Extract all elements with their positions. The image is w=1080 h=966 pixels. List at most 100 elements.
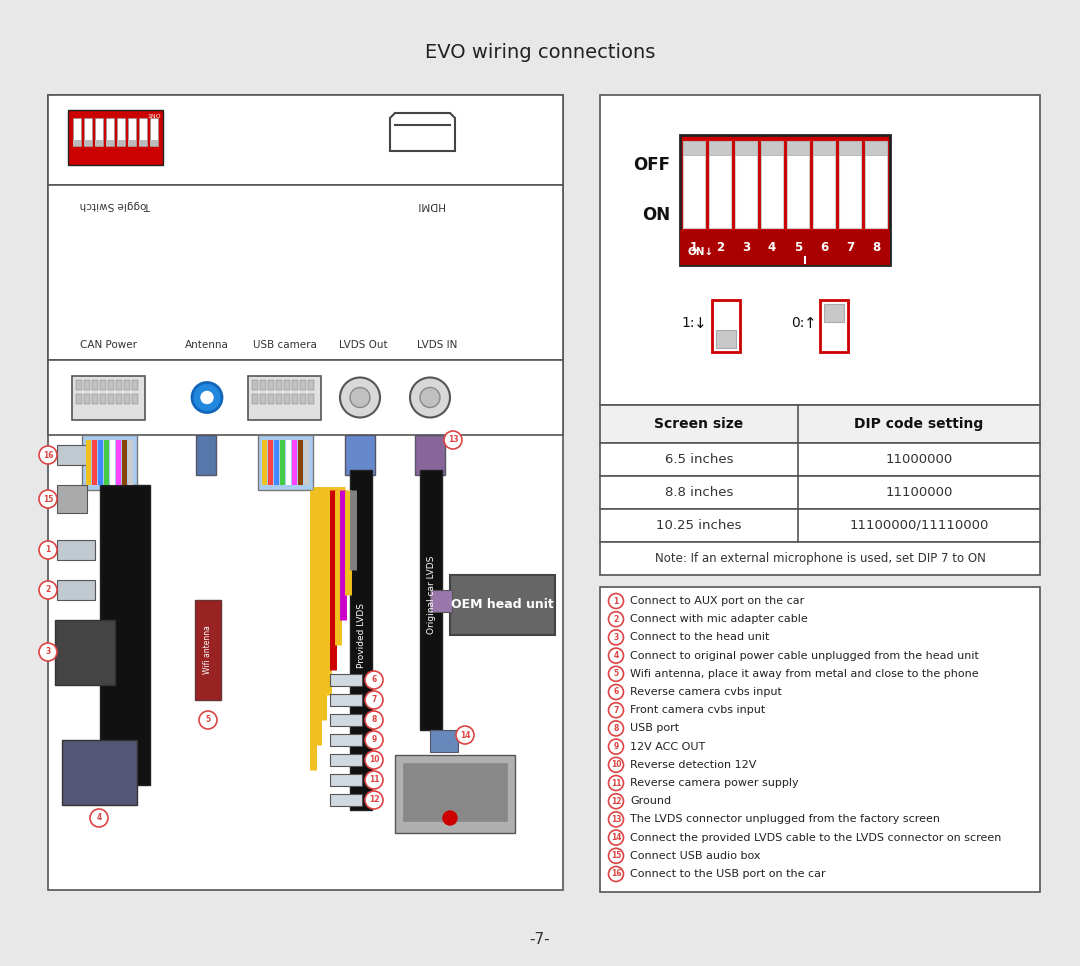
Text: ON↓: ON↓: [688, 247, 714, 257]
Bar: [92, 440, 97, 485]
Circle shape: [608, 811, 623, 827]
Bar: [139, 140, 147, 146]
Text: Connect to the USB port on the car: Connect to the USB port on the car: [630, 869, 825, 879]
Bar: [76, 380, 82, 389]
Bar: [276, 393, 282, 404]
Bar: [292, 393, 298, 404]
Bar: [600, 95, 1040, 405]
Bar: [110, 440, 114, 485]
Text: Provided LVDS: Provided LVDS: [356, 603, 365, 668]
Bar: [274, 440, 279, 485]
Circle shape: [444, 431, 462, 449]
Bar: [252, 380, 258, 389]
Bar: [84, 380, 90, 389]
Text: 14: 14: [460, 730, 470, 740]
Circle shape: [365, 671, 383, 689]
Bar: [57, 445, 87, 465]
Bar: [284, 393, 291, 404]
Text: Antenna: Antenna: [185, 340, 229, 350]
Circle shape: [350, 387, 370, 408]
Text: 11: 11: [611, 779, 621, 787]
Text: 7: 7: [846, 241, 854, 254]
Text: 6: 6: [820, 241, 828, 254]
Text: OEM head unit: OEM head unit: [451, 599, 554, 611]
Bar: [268, 440, 273, 485]
Bar: [330, 694, 362, 706]
Text: HDMI: HDMI: [416, 200, 444, 210]
Circle shape: [365, 711, 383, 729]
Bar: [330, 714, 362, 726]
Bar: [108, 380, 114, 389]
Bar: [116, 393, 122, 404]
Circle shape: [608, 702, 623, 718]
Bar: [129, 440, 133, 485]
Circle shape: [608, 593, 623, 609]
Text: 8: 8: [872, 241, 880, 254]
Text: LVDS IN: LVDS IN: [417, 340, 457, 350]
Bar: [735, 141, 757, 228]
Bar: [824, 304, 843, 322]
Bar: [600, 509, 1040, 542]
Bar: [48, 95, 563, 185]
Circle shape: [608, 794, 623, 809]
Text: 11100000: 11100000: [886, 486, 953, 499]
Text: 3: 3: [742, 241, 751, 254]
Circle shape: [192, 383, 222, 412]
Text: 1: 1: [45, 546, 51, 554]
Circle shape: [608, 830, 623, 845]
Text: 12: 12: [368, 795, 379, 805]
Bar: [48, 185, 563, 360]
Text: 1: 1: [690, 241, 698, 254]
Text: -7-: -7-: [529, 932, 551, 948]
Circle shape: [608, 776, 623, 790]
Bar: [100, 380, 106, 389]
Text: CAN Power: CAN Power: [80, 340, 136, 350]
Bar: [84, 118, 92, 146]
Bar: [865, 141, 887, 228]
Bar: [129, 140, 136, 146]
Bar: [708, 141, 731, 228]
Bar: [195, 600, 221, 700]
Text: 7: 7: [372, 696, 377, 704]
Bar: [150, 118, 158, 146]
Text: 6.5 inches: 6.5 inches: [665, 453, 733, 466]
Bar: [57, 580, 95, 600]
Circle shape: [340, 378, 380, 417]
Text: 16: 16: [611, 869, 621, 878]
Text: USB port: USB port: [630, 724, 679, 733]
Text: 10: 10: [611, 760, 621, 769]
Circle shape: [365, 731, 383, 749]
Text: 1: 1: [613, 596, 619, 606]
Bar: [415, 435, 445, 475]
Text: 8: 8: [613, 724, 619, 733]
Text: 12V ACC OUT: 12V ACC OUT: [630, 742, 705, 752]
Text: ↑: ↑: [804, 316, 816, 330]
Bar: [124, 380, 130, 389]
Bar: [268, 380, 274, 389]
Bar: [680, 230, 890, 265]
Bar: [430, 730, 458, 752]
Circle shape: [608, 611, 623, 627]
Bar: [117, 118, 125, 146]
Circle shape: [608, 757, 623, 772]
Text: Connect USB audio box: Connect USB audio box: [630, 851, 760, 861]
Text: 16: 16: [43, 450, 53, 460]
Circle shape: [365, 691, 383, 709]
Text: EVO wiring connections: EVO wiring connections: [424, 43, 656, 62]
Bar: [104, 440, 109, 485]
Text: 5: 5: [205, 716, 211, 724]
Bar: [132, 380, 138, 389]
Bar: [600, 587, 1040, 892]
Text: Original car LVDS: Original car LVDS: [427, 555, 435, 635]
Text: 12: 12: [611, 797, 621, 806]
Bar: [92, 380, 98, 389]
Text: 13: 13: [611, 815, 621, 824]
Bar: [276, 380, 282, 389]
Bar: [57, 485, 87, 513]
Bar: [600, 476, 1040, 509]
Text: 0:: 0:: [792, 316, 805, 330]
Bar: [430, 590, 453, 612]
Circle shape: [39, 446, 57, 464]
Bar: [300, 380, 306, 389]
Bar: [248, 376, 321, 419]
